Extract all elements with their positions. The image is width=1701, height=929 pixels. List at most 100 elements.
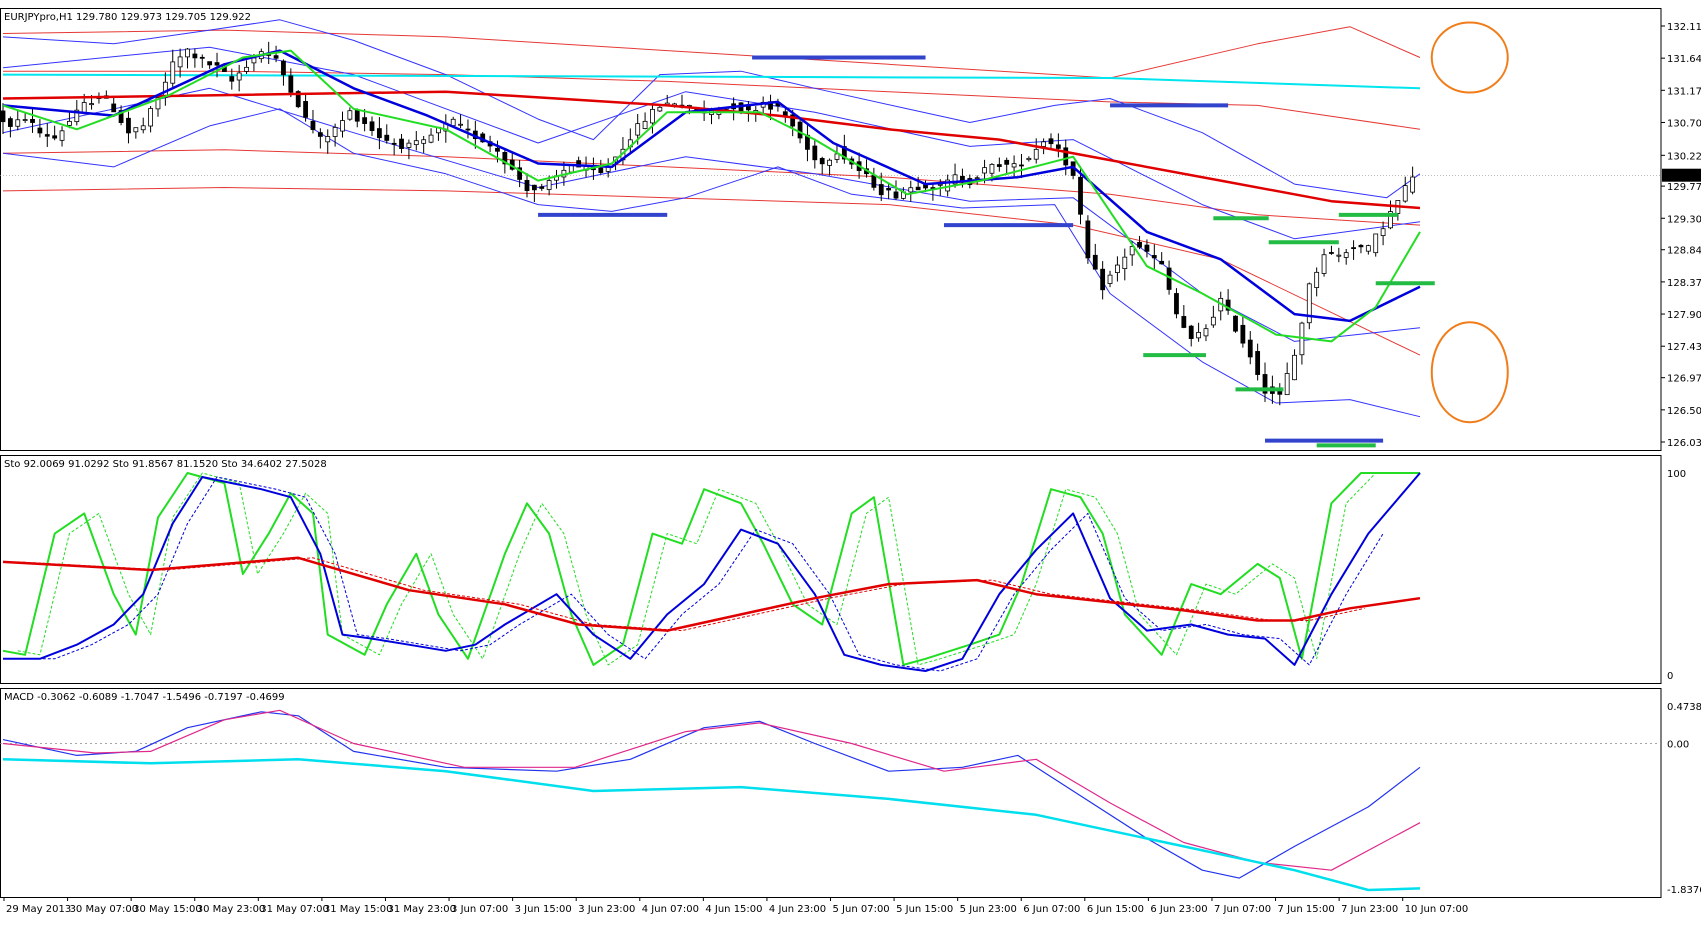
- x-tick-label: 7 Jun 23:00: [1341, 904, 1398, 915]
- candle-body: [244, 66, 249, 72]
- candle-body: [317, 132, 323, 137]
- ma-long-red: [2, 90, 1421, 210]
- candle-body: [1329, 252, 1334, 254]
- stochastic-signal-1: [17, 476, 1384, 672]
- candle-body: [59, 130, 65, 141]
- candle-body: [30, 118, 35, 123]
- macd-title: MACD -0.3062 -0.6089 -1.7047 -1.5496 -0.…: [4, 692, 285, 703]
- candle-body: [44, 134, 50, 137]
- candle-body: [22, 119, 28, 121]
- candle-body: [1122, 256, 1128, 269]
- candle-body: [133, 127, 139, 133]
- candle-body: [790, 114, 796, 127]
- x-tick-label: 3 Jun 23:00: [578, 904, 635, 915]
- x-tick-label: 29 May 2013: [6, 904, 71, 915]
- envelope-upper-inner: [3, 70, 1421, 130]
- candle-body: [288, 75, 294, 93]
- candle-body: [1233, 315, 1238, 332]
- x-tick-label: 6 Jun 23:00: [1150, 904, 1207, 915]
- candle-body: [148, 108, 154, 127]
- x-tick-label: 7 Jun 15:00: [1278, 904, 1335, 915]
- candle-body: [1181, 316, 1187, 328]
- candle-body: [1388, 211, 1393, 229]
- candle-body: [1048, 138, 1054, 145]
- candle-body: [1292, 354, 1297, 381]
- candle-body: [1085, 220, 1091, 259]
- candle-body: [1151, 255, 1157, 259]
- candle-body: [399, 138, 404, 149]
- x-tick-label: 31 May 23:00: [387, 904, 456, 915]
- price-y-tick-label: 129.770: [1667, 182, 1701, 193]
- x-tick-label: 3 Jun 15:00: [515, 904, 572, 915]
- candle-body: [155, 97, 161, 110]
- candle-body: [413, 140, 419, 146]
- candle-body: [37, 127, 43, 134]
- candle-body: [1011, 163, 1017, 168]
- candle-body: [391, 142, 397, 145]
- candle-body: [281, 60, 286, 76]
- price-y-tick-label: 126.030: [1667, 438, 1701, 449]
- candle-body: [118, 110, 124, 123]
- candle-body: [974, 177, 980, 180]
- envelope-lower-outer: [2, 187, 1421, 356]
- bollinger-lower-inner: [2, 87, 1421, 342]
- candle-body: [340, 120, 345, 132]
- candle-body: [1225, 299, 1231, 311]
- x-tick-label: 30 May 07:00: [70, 904, 139, 915]
- x-tick-label: 7 Jun 07:00: [1214, 904, 1271, 915]
- candle-body: [465, 128, 471, 131]
- x-tick-label: 5 Jun 15:00: [896, 904, 953, 915]
- candle-body: [524, 180, 530, 192]
- bollinger-lower-outer: [2, 108, 1421, 418]
- price-title: EURJPYpro,H1 129.780 129.973 129.705 129…: [4, 12, 251, 23]
- price-y-tick-label: 131.640: [1667, 54, 1701, 65]
- envelope-upper-outer: [2, 26, 1421, 79]
- bollinger-upper-outer: [2, 19, 1421, 199]
- price-y-tick-label: 128.370: [1667, 278, 1701, 289]
- candle-body: [1240, 324, 1246, 344]
- price-y-tick-label: 130.220: [1667, 151, 1701, 162]
- stochastic-title: Sto 92.0069 91.0292 Sto 91.8567 81.1520 …: [4, 459, 327, 470]
- candle-body: [539, 186, 545, 189]
- candle-body: [1033, 148, 1039, 160]
- macd-line-1: [2, 709, 1421, 871]
- candle-body: [1092, 254, 1098, 270]
- candle-body: [635, 123, 641, 136]
- candle-body: [185, 48, 190, 58]
- ma-medium-blue: [2, 49, 1421, 323]
- candle-body: [1159, 260, 1165, 265]
- candle-body: [1365, 245, 1371, 252]
- ma-fast-green: [2, 49, 1421, 343]
- x-tick-label: 30 May 23:00: [197, 904, 266, 915]
- candle-body: [915, 186, 921, 191]
- candle-body: [369, 121, 375, 131]
- candle-body: [1019, 164, 1024, 167]
- candle-body: [989, 163, 995, 174]
- candle-body: [1174, 293, 1179, 315]
- candle-body: [229, 76, 235, 82]
- candle-body: [923, 184, 928, 189]
- candle-body: [111, 103, 117, 113]
- candle-body: [89, 103, 94, 106]
- cyan-line: [2, 73, 1421, 90]
- stochastic-line-1: [3, 472, 1421, 672]
- candle-body: [295, 91, 301, 108]
- candle-body: [952, 174, 958, 185]
- candle-body: [251, 57, 257, 64]
- last-price-box: [1662, 168, 1701, 182]
- candle-body: [1004, 159, 1010, 165]
- candle-body: [1321, 254, 1327, 274]
- candle-body: [140, 125, 146, 131]
- candle-body: [1284, 373, 1290, 396]
- x-tick-label: 5 Jun 07:00: [833, 904, 890, 915]
- candle-body: [1100, 268, 1106, 291]
- candle-body: [354, 109, 360, 122]
- stochastic-y-tick-label: 100: [1667, 469, 1686, 480]
- candle-body: [546, 180, 552, 190]
- candle-body: [170, 61, 176, 84]
- candle-body: [1041, 141, 1047, 147]
- macd-line-2: [2, 758, 1421, 892]
- candle-body: [1055, 144, 1061, 149]
- price-y-tick-label: 131.170: [1667, 86, 1701, 97]
